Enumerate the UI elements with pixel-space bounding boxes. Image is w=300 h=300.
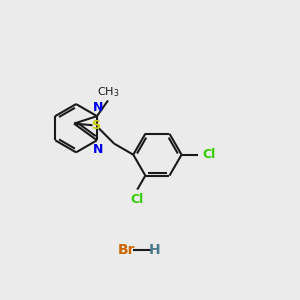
Text: N: N — [92, 142, 103, 156]
Text: CH$_3$: CH$_3$ — [97, 85, 119, 99]
Text: Cl: Cl — [202, 148, 215, 161]
Text: S: S — [92, 119, 100, 132]
Text: N: N — [92, 101, 103, 114]
Text: Cl: Cl — [130, 193, 144, 206]
Text: Br: Br — [118, 243, 135, 257]
Text: H: H — [148, 243, 160, 257]
